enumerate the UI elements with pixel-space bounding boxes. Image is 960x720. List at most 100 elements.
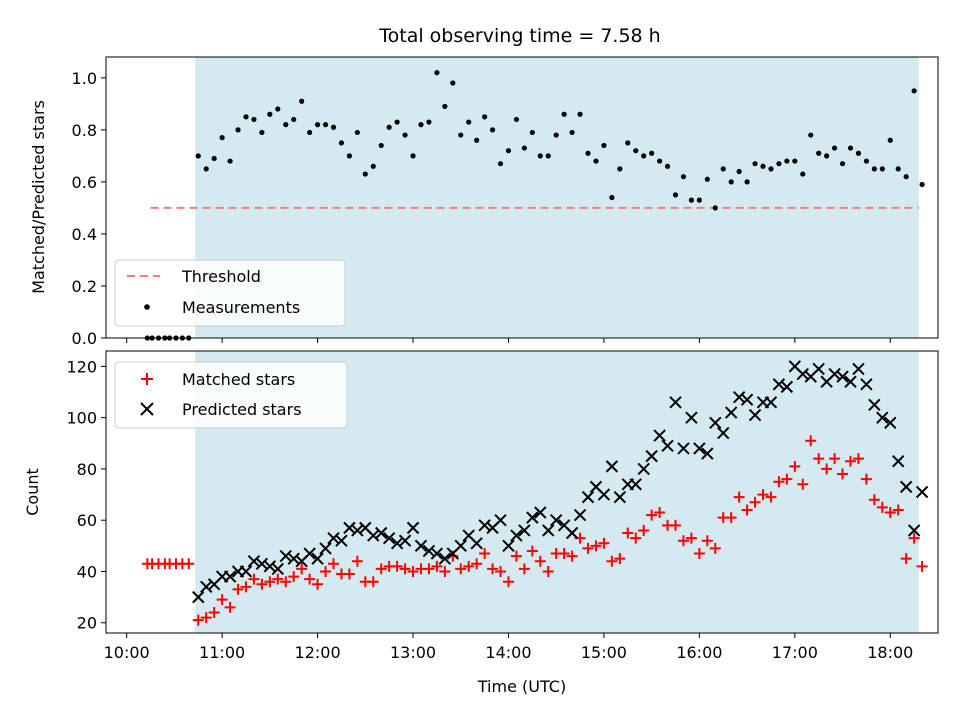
predicted-star-point — [549, 513, 563, 527]
predicted-star-point — [311, 552, 324, 565]
predicted-star-point — [852, 362, 865, 376]
measurement-point — [593, 158, 599, 164]
matched-star-point — [693, 548, 705, 560]
predicted-star-point — [573, 508, 587, 522]
measurement-point — [816, 150, 822, 156]
matched-star-point — [391, 560, 403, 572]
matched-star-point — [765, 491, 777, 503]
matched-star-point — [510, 550, 522, 562]
predicted-star-point — [812, 362, 825, 376]
x-tick-label: 15:00 — [581, 643, 627, 662]
measurement-point — [338, 140, 345, 146]
measurement-point — [489, 127, 496, 133]
legend-measurements-label: Measurements — [182, 298, 300, 317]
matched-star-point — [320, 565, 332, 577]
measurement-point — [529, 129, 535, 136]
predicted-star-point — [868, 398, 881, 412]
measurement-point — [919, 181, 925, 188]
measurement-point — [752, 161, 758, 167]
measurement-point — [521, 145, 527, 151]
matched-star-point — [646, 509, 658, 521]
measurement-points — [144, 70, 925, 341]
measurement-point — [847, 145, 854, 151]
matched-star-point — [868, 494, 880, 506]
top-y-tick-label: 0.4 — [72, 225, 97, 244]
measurement-point — [458, 132, 464, 138]
matched-star-point — [216, 594, 228, 606]
measurement-point — [283, 122, 289, 128]
measurement-point — [219, 135, 225, 141]
predicted-star-point — [915, 485, 929, 499]
matched-star-point — [630, 532, 642, 544]
matched-star-point — [183, 558, 195, 570]
predicted-star-point — [709, 416, 722, 429]
predicted-star-point — [732, 390, 746, 404]
measurement-point — [903, 174, 909, 180]
measurement-point — [585, 150, 591, 156]
legend-measurements-swatch — [144, 304, 150, 310]
matched-star-point — [224, 601, 236, 613]
matched-star-point — [479, 548, 491, 560]
top-y-tick-label: 1.0 — [72, 69, 97, 88]
measurement-point — [346, 153, 352, 159]
matched-star-point — [566, 550, 578, 562]
measurement-point — [839, 161, 846, 167]
predicted-star-point — [223, 570, 237, 583]
predicted-star-point — [661, 439, 674, 453]
matched-star-point — [296, 563, 308, 575]
top-y-axis-label: Matched/Predicted stars — [29, 100, 48, 294]
measurement-point — [482, 114, 488, 120]
legend-matched-swatch — [141, 373, 153, 385]
top-y-tick-label: 0.6 — [72, 173, 97, 192]
chart-title: Total observing time = 7.58 h — [378, 25, 660, 47]
matched-star-point — [399, 563, 411, 575]
matched-star-point — [280, 576, 292, 588]
predicted-star-point — [828, 367, 841, 381]
matched-star-point — [542, 565, 554, 577]
legend-matched-label: Matched stars — [182, 370, 295, 389]
matched-star-point — [805, 435, 817, 447]
predicted-star-point — [542, 524, 555, 537]
matched-star-point — [582, 542, 594, 554]
predicted-star-point — [367, 529, 380, 542]
measurement-point — [609, 194, 615, 201]
predicted-star-point — [844, 375, 857, 388]
measurement-point — [322, 122, 329, 128]
measurement-point — [696, 197, 702, 203]
matched-star-point — [606, 555, 618, 567]
predicted-star-point — [279, 549, 292, 563]
predicted-star-point — [335, 534, 348, 547]
predicted-star-point — [669, 396, 682, 409]
measurement-point — [545, 153, 551, 159]
matched-star-point — [200, 612, 212, 624]
matched-star-point — [677, 535, 689, 547]
matched-star-point — [431, 560, 443, 572]
bottom-panel: 20 40 60 80 100 120 10:00 11:00 12:00 13:00 14:00… — [23, 350, 939, 696]
matched-star-point — [288, 571, 300, 583]
measurement-point — [617, 166, 623, 172]
predicted-star-point — [653, 429, 666, 442]
measurement-point — [307, 129, 313, 136]
predicted-star-point — [645, 449, 658, 463]
measurement-point — [561, 111, 567, 117]
measurement-point — [275, 106, 281, 112]
matched-star-point — [534, 555, 546, 567]
predicted-star-point — [876, 411, 889, 424]
predicted-star-point — [518, 524, 531, 537]
top-legend-box — [114, 259, 346, 327]
predicted-star-point — [398, 534, 412, 547]
matched-star-point — [471, 558, 483, 570]
matched-star-point — [192, 614, 204, 626]
measurement-point — [513, 116, 520, 123]
matched-star-point — [256, 578, 268, 590]
measurement-point — [267, 111, 273, 117]
bottom-y-ticks: 20 40 60 80 100 120 — [66, 357, 106, 633]
measurement-point — [625, 140, 631, 146]
matched-star-point — [638, 524, 650, 536]
x-tick-label: 10:00 — [104, 643, 150, 662]
matched-stars-points — [141, 435, 928, 626]
predicted-star-point — [717, 426, 730, 440]
legend-predicted-label: Predicted stars — [182, 400, 302, 419]
measurement-point — [474, 137, 480, 143]
